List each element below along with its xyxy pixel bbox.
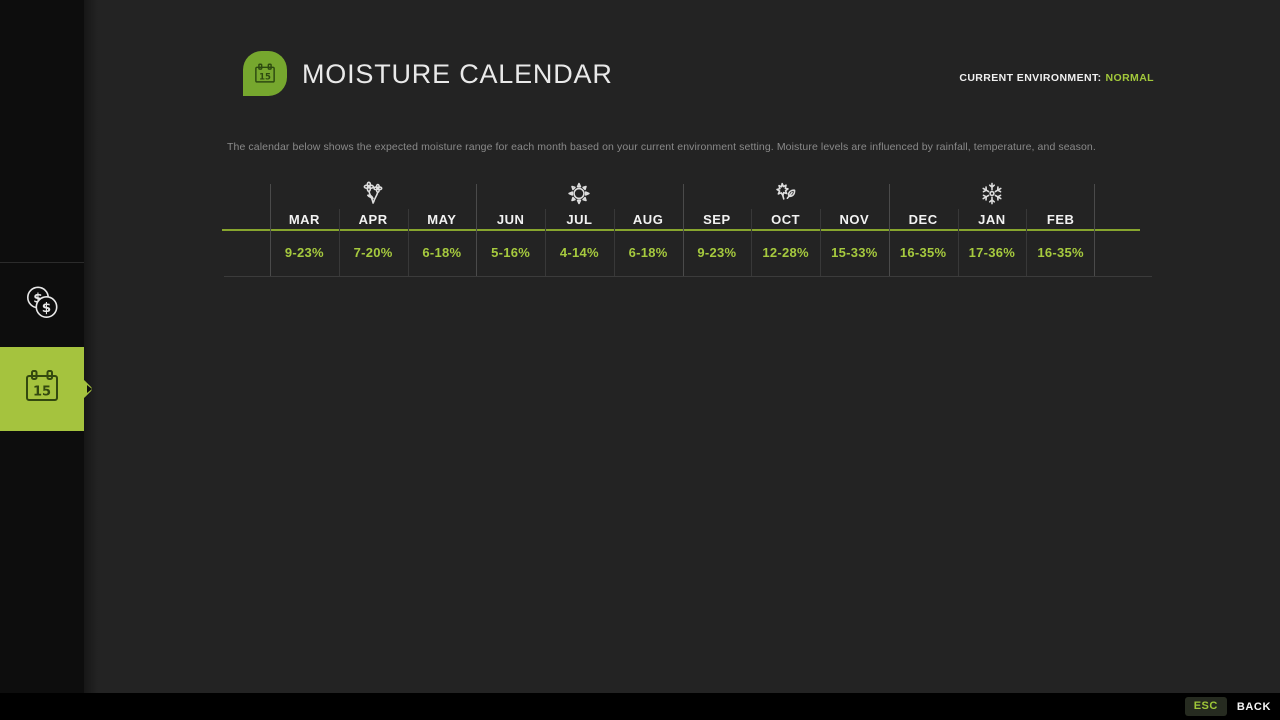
icon-slot-empty xyxy=(889,176,958,210)
month-moisture-range: 12-28% xyxy=(762,245,809,260)
sun-icon xyxy=(545,176,614,210)
season-group-winter: DEC 16-35% JAN 17-36% FEB 16-35% xyxy=(888,176,1095,276)
month-label: APR xyxy=(358,212,388,227)
icon-slot-empty xyxy=(270,176,339,210)
month-cell-feb: FEB 16-35% xyxy=(1026,176,1095,276)
season-group-spring: MAR 9-23% APR 7-20% MAY 6-18% xyxy=(270,176,476,276)
month-label: FEB xyxy=(1046,212,1075,227)
esc-key[interactable]: ESC xyxy=(1184,697,1227,716)
svg-text:15: 15 xyxy=(259,72,271,82)
month-moisture-range: 5-16% xyxy=(491,245,531,260)
month-label: JUN xyxy=(496,212,525,227)
month-moisture-range: 16-35% xyxy=(1037,245,1084,260)
page-calendar-icon: 15 xyxy=(243,51,287,96)
month-cell-nov: NOV 15-33% xyxy=(820,176,889,276)
month-cell-dec: DEC 16-35% xyxy=(889,176,958,276)
month-label: JAN xyxy=(978,212,1006,227)
season-group-summer: JUN 5-16% JUL 4-14% AUG 6-18% xyxy=(476,176,682,276)
icon-slot-empty xyxy=(476,176,545,210)
bottom-bar: ESC BACK xyxy=(0,693,1280,720)
month-moisture-range: 15-33% xyxy=(831,245,878,260)
svg-text:$: $ xyxy=(42,300,51,316)
back-button[interactable]: BACK xyxy=(1236,700,1271,713)
sidebar-item-calendar[interactable]: 15 xyxy=(0,347,94,431)
month-moisture-range: 17-36% xyxy=(968,245,1016,260)
month-moisture-range: 7-20% xyxy=(353,245,393,260)
month-cell-apr: APR 7-20% xyxy=(338,176,408,276)
month-label: OCT xyxy=(771,212,801,227)
icon-slot-empty xyxy=(820,176,889,210)
sidebar: $ $ 15 xyxy=(0,0,94,693)
month-cell-aug: AUG 6-18% xyxy=(613,176,683,276)
svg-text:$: $ xyxy=(33,290,42,306)
sidebar-divider xyxy=(0,262,84,263)
environment-label: CURRENT ENVIRONMENT: xyxy=(959,72,1102,84)
month-cell-jul: JUL 4-14% xyxy=(545,176,614,276)
page-title: MOISTURE CALENDAR xyxy=(302,59,613,89)
season-group-autumn: SEP 9-23% OCT 12-28% NOV 15-33% xyxy=(682,176,889,276)
month-label: AUG xyxy=(632,212,664,227)
snowflake-icon xyxy=(958,176,1027,210)
month-moisture-range: 4-14% xyxy=(559,245,599,260)
calendar-description: The calendar below shows the expected mo… xyxy=(227,141,1096,153)
table-bottom-line xyxy=(224,276,1152,277)
month-cell-sep: SEP 9-23% xyxy=(683,176,752,276)
selected-item-pointer-tip xyxy=(87,385,92,393)
month-cell-oct: OCT 12-28% xyxy=(751,176,820,276)
sidebar-item-economy[interactable]: $ $ xyxy=(0,263,84,347)
table-columns: MAR 9-23% APR 7-20% MAY 6-18% JUN 5-16% JUL 4-1… xyxy=(270,176,1095,276)
month-moisture-range: 9-23% xyxy=(697,245,737,260)
calendar-icon: 15 xyxy=(19,364,65,415)
month-label: JUL xyxy=(566,212,593,227)
month-label: MAY xyxy=(427,212,457,227)
month-label: NOV xyxy=(839,212,870,227)
leaves-icon xyxy=(751,176,820,210)
icon-slot-empty xyxy=(614,176,683,210)
table-accent-line xyxy=(222,229,1140,231)
coins-icon: $ $ xyxy=(19,280,65,331)
month-cell-jun: JUN 5-16% xyxy=(476,176,545,276)
sidebar-shadow xyxy=(84,0,98,693)
icon-slot-empty xyxy=(683,176,752,210)
month-moisture-range: 9-23% xyxy=(284,245,324,260)
flowers-icon xyxy=(339,176,408,210)
month-cell-may: MAY 6-18% xyxy=(407,176,477,276)
month-moisture-range: 6-18% xyxy=(422,245,462,260)
month-moisture-range: 16-35% xyxy=(899,245,947,260)
month-label: SEP xyxy=(703,212,731,227)
month-moisture-range: 6-18% xyxy=(628,245,668,260)
moisture-table: MAR 9-23% APR 7-20% MAY 6-18% JUN 5-16% JUL 4-1… xyxy=(222,176,1152,277)
month-label: MAR xyxy=(288,212,320,227)
environment-value: NORMAL xyxy=(1105,72,1154,84)
current-environment: CURRENT ENVIRONMENT: NORMAL xyxy=(959,72,1154,84)
icon-slot-empty xyxy=(408,176,477,210)
month-cell-mar: MAR 9-23% xyxy=(270,176,339,276)
icon-slot-empty xyxy=(1026,176,1095,210)
month-label: DEC xyxy=(908,212,938,227)
month-cell-jan: JAN 17-36% xyxy=(957,176,1027,276)
svg-text:15: 15 xyxy=(33,384,51,399)
